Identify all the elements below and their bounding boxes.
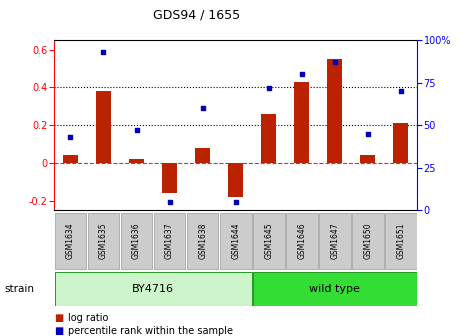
FancyBboxPatch shape [54, 213, 86, 269]
Bar [327, 59, 342, 163]
Text: ■: ■ [54, 326, 63, 336]
Point [199, 106, 206, 111]
Point [133, 128, 140, 133]
Point [331, 60, 339, 65]
Point [298, 72, 305, 77]
FancyBboxPatch shape [253, 272, 417, 306]
FancyBboxPatch shape [187, 213, 219, 269]
Text: percentile rank within the sample: percentile rank within the sample [68, 326, 233, 336]
Text: GSM1644: GSM1644 [231, 223, 240, 259]
Bar [129, 159, 144, 163]
FancyBboxPatch shape [385, 213, 417, 269]
Text: GSM1634: GSM1634 [66, 223, 75, 259]
Bar [261, 114, 276, 163]
FancyBboxPatch shape [154, 213, 185, 269]
Point [232, 199, 240, 204]
Point [166, 199, 174, 204]
Text: GSM1635: GSM1635 [99, 223, 108, 259]
Bar [360, 155, 375, 163]
Point [67, 134, 74, 140]
Text: GSM1650: GSM1650 [363, 223, 372, 259]
Text: GSM1647: GSM1647 [330, 223, 339, 259]
Text: GDS94 / 1655: GDS94 / 1655 [153, 8, 241, 22]
Text: GSM1636: GSM1636 [132, 223, 141, 259]
FancyBboxPatch shape [352, 213, 384, 269]
Point [397, 88, 405, 94]
Bar [63, 155, 78, 163]
FancyBboxPatch shape [286, 213, 318, 269]
Text: ■: ■ [54, 312, 63, 323]
FancyBboxPatch shape [220, 213, 251, 269]
FancyBboxPatch shape [319, 213, 351, 269]
FancyBboxPatch shape [121, 213, 152, 269]
FancyBboxPatch shape [54, 272, 251, 306]
Text: GSM1637: GSM1637 [165, 223, 174, 259]
Text: log ratio: log ratio [68, 312, 108, 323]
Point [265, 85, 272, 90]
Text: GSM1651: GSM1651 [396, 223, 405, 259]
Text: GSM1645: GSM1645 [264, 223, 273, 259]
Bar [195, 148, 210, 163]
Text: strain: strain [5, 284, 35, 294]
Point [364, 131, 371, 136]
FancyBboxPatch shape [253, 213, 285, 269]
Bar [393, 123, 408, 163]
Bar [295, 82, 309, 163]
Bar [228, 163, 243, 197]
Text: BY4716: BY4716 [132, 284, 174, 294]
FancyBboxPatch shape [88, 213, 119, 269]
Bar [96, 91, 111, 163]
Bar [162, 163, 177, 193]
Text: wild type: wild type [310, 284, 360, 294]
Point [100, 49, 107, 55]
Text: GSM1646: GSM1646 [297, 223, 306, 259]
Text: GSM1638: GSM1638 [198, 223, 207, 259]
